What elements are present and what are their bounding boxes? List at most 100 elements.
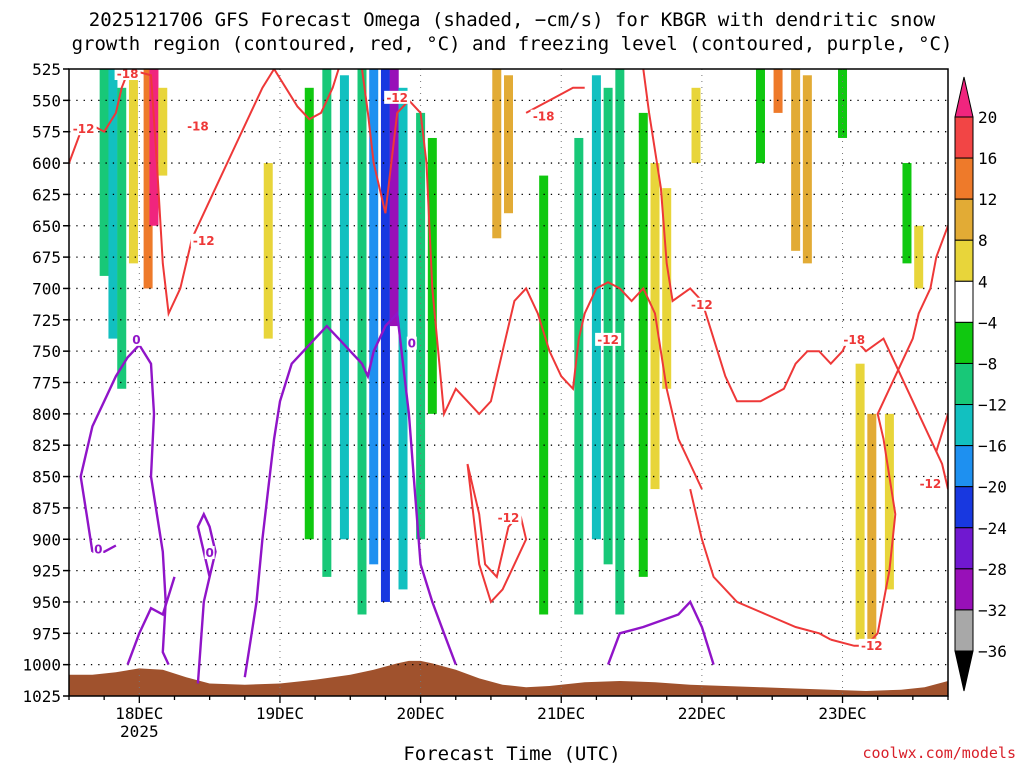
contour-label-bg xyxy=(858,638,885,652)
colorbar-label: −8 xyxy=(978,354,997,373)
dgz-contour-line xyxy=(525,86,585,114)
colorbar-label: −24 xyxy=(978,519,1007,538)
colorbar-swatch xyxy=(954,116,974,159)
omega-band xyxy=(143,69,153,289)
omega-band xyxy=(389,69,399,327)
x-tick-label: 20DEC xyxy=(397,704,445,723)
y-tick-label: 550 xyxy=(32,91,61,110)
omega-band xyxy=(662,188,672,389)
freezing-contour-line xyxy=(79,342,170,666)
omega-band xyxy=(380,69,390,602)
x-tick-label: 19DEC xyxy=(256,704,304,723)
colorbar-swatch xyxy=(954,239,974,282)
colorbar-swatch xyxy=(954,280,974,323)
contour-layer xyxy=(69,69,948,684)
omega-band xyxy=(791,69,801,251)
omega-band xyxy=(650,163,660,490)
colorbar-swatch xyxy=(954,445,974,488)
colorbar-label: 12 xyxy=(978,190,997,209)
contour-label-bg xyxy=(841,332,868,346)
colorbar-swatch xyxy=(954,404,974,447)
omega-band xyxy=(322,69,332,577)
omega-band xyxy=(838,69,848,138)
omega-band xyxy=(504,75,513,214)
contour-label: -12 xyxy=(386,91,408,105)
omega-band xyxy=(339,75,349,540)
contour-label-bg xyxy=(384,90,411,104)
colorbar-label: −36 xyxy=(978,642,1007,661)
contour-label-layer: -18 -12 -18 -12 -12 -18 -12 -12 -12 -18 -12 -12 0 0 0 0 xyxy=(70,67,944,653)
freezing-contour-line xyxy=(196,511,217,684)
contour-label: -12 xyxy=(691,298,713,312)
omega-shading-layer xyxy=(99,69,924,640)
dgz-contour-line xyxy=(361,69,703,490)
contour-label-bg xyxy=(190,233,217,247)
omega-band xyxy=(108,69,118,339)
y-tick-label: 700 xyxy=(32,279,61,298)
colorbar-swatch xyxy=(954,362,974,406)
y-tick-label: 825 xyxy=(32,436,61,455)
y-tick-label: 675 xyxy=(32,248,61,267)
title-line-1: 2025121706 GFS Forecast Omega (shaded, −… xyxy=(88,9,936,31)
y-tick-label: 775 xyxy=(32,374,61,393)
y-tick-label: 1025 xyxy=(22,687,61,706)
colorbar-label: −20 xyxy=(978,478,1007,497)
y-tick-label: 900 xyxy=(32,530,61,549)
contour-label-bg xyxy=(406,336,417,350)
x-axis-label: Forecast Time (UTC) xyxy=(403,743,621,765)
omega-band xyxy=(755,69,765,164)
dgz-contour-line xyxy=(689,488,832,641)
contour-label: 0 xyxy=(408,337,416,351)
omega-band xyxy=(99,69,109,276)
contour-label-bg xyxy=(93,542,104,556)
y-tick-label: 525 xyxy=(32,60,61,79)
y-tick-label: 800 xyxy=(32,405,61,424)
contour-label: -12 xyxy=(498,511,520,525)
omega-band xyxy=(398,87,408,590)
dgz-contour-line xyxy=(830,224,948,647)
title-line-2: growth region (contoured, red, °C) and f… xyxy=(71,33,953,55)
contour-label-bg xyxy=(917,477,944,491)
omega-band xyxy=(603,87,613,565)
terrain-surface xyxy=(69,660,948,696)
omega-band xyxy=(574,137,584,615)
omega-band xyxy=(867,413,877,640)
x-tick-sublabel: 2025 xyxy=(120,722,159,741)
y-tick-label: 625 xyxy=(32,185,61,204)
contour-label-bg xyxy=(131,332,142,346)
omega-band xyxy=(369,69,379,565)
contour-label-bg xyxy=(204,546,215,560)
omega-band xyxy=(117,87,127,389)
y-tick-label: 575 xyxy=(32,123,61,142)
y-tick-label: 850 xyxy=(32,468,61,487)
omega-band xyxy=(492,69,502,239)
contour-label-bg xyxy=(184,119,211,133)
contour-label: 0 xyxy=(132,333,140,347)
omega-band xyxy=(304,87,314,540)
colorbar-label: −4 xyxy=(978,313,997,332)
contour-label: -12 xyxy=(73,122,95,136)
contour-label-bg xyxy=(495,510,522,524)
omega-band xyxy=(773,69,783,113)
contour-label: -18 xyxy=(187,120,209,134)
colorbar-label: −32 xyxy=(978,601,1007,620)
dgz-contour-line xyxy=(273,69,340,121)
y-tick-label: 975 xyxy=(32,624,61,643)
contour-label: 0 xyxy=(205,546,213,560)
colorbar-swatch xyxy=(954,609,974,652)
colorbar-top-arrow xyxy=(954,76,974,118)
colorbar-swatch xyxy=(954,157,974,200)
source-credit: coolwx.com/models xyxy=(862,744,1016,762)
x-tick-label: 23DEC xyxy=(818,704,866,723)
contour-label-bg xyxy=(70,122,97,136)
omega-band xyxy=(128,69,138,264)
omega-band xyxy=(149,69,159,226)
colorbar-swatch xyxy=(954,321,974,364)
colorbar-label: −28 xyxy=(978,560,1007,579)
colorbar-label: 20 xyxy=(978,108,997,127)
chart-title: 2025121706 GFS Forecast Omega (shaded, −… xyxy=(0,8,1024,56)
freezing-contour-line xyxy=(243,310,457,678)
y-tick-label: 925 xyxy=(32,562,61,581)
y-tick-label: 725 xyxy=(32,311,61,330)
